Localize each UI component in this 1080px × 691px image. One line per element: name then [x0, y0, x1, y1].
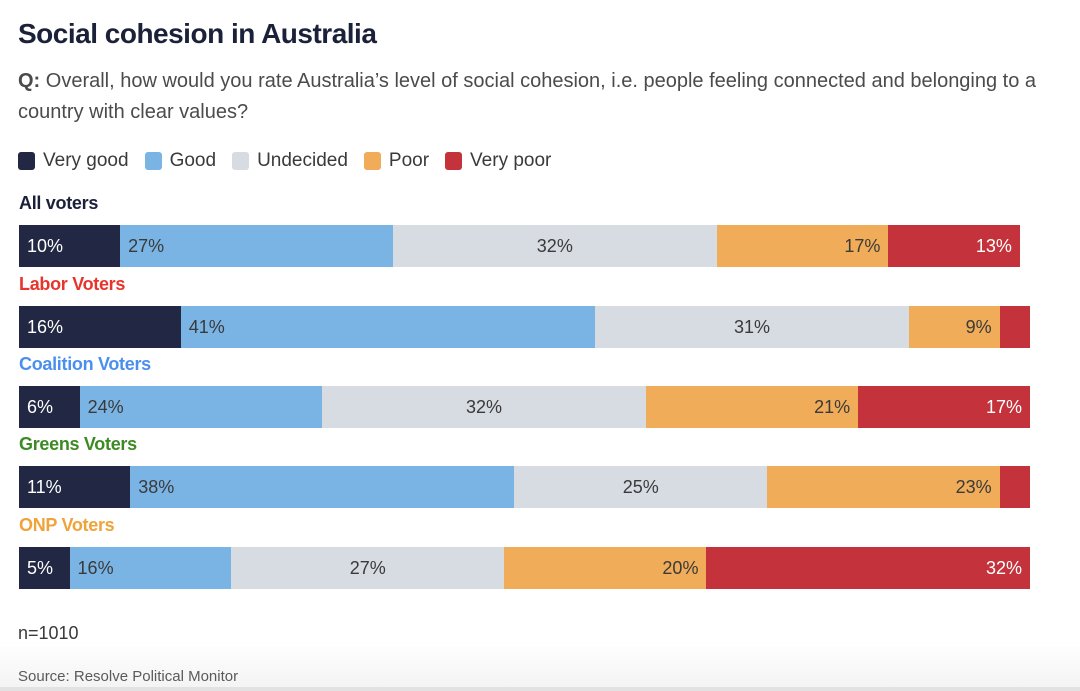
legend-item-undecided: Undecided	[232, 150, 348, 172]
group-label-onp-voters: ONP Voters	[19, 515, 115, 535]
bar-segment-very-good	[19, 547, 70, 589]
legend-swatch-good	[144, 152, 162, 170]
data-label-good: 41%	[188, 317, 225, 337]
sample-size-note: n=1010	[18, 623, 79, 643]
data-label-very-good: 5%	[27, 558, 54, 578]
data-label-good: 24%	[87, 397, 124, 417]
data-label-poor: 20%	[662, 558, 699, 578]
data-label-poor: 17%	[844, 236, 881, 256]
bar-segment-good	[180, 306, 596, 348]
data-label-very-good: 6%	[27, 397, 54, 417]
group-label-all-voters: All voters	[19, 193, 99, 213]
bar-segment-very-poor	[999, 306, 1030, 348]
data-label-poor: 9%	[965, 317, 992, 337]
data-label-poor: 21%	[814, 397, 851, 417]
bar-segment-good	[69, 547, 232, 589]
legend-item-poor: Poor	[363, 150, 430, 172]
data-label-undecided: 31%	[733, 317, 770, 337]
data-label-undecided: 25%	[622, 477, 659, 497]
bar-segment-undecided	[393, 225, 717, 267]
bar-segment-poor	[504, 547, 707, 589]
data-label-very-poor: 32%	[985, 558, 1022, 578]
legend-item-good: Good	[144, 150, 217, 172]
bar-segment-poor	[716, 225, 889, 267]
data-label-very-good: 11%	[27, 477, 62, 497]
chart-title: Social cohesion in Australia	[18, 18, 377, 49]
bar-segment-undecided	[322, 386, 646, 428]
bar-segment-very-poor	[858, 386, 1030, 428]
data-label-very-poor: 17%	[985, 397, 1022, 417]
legend-label-undecided: Undecided	[257, 150, 348, 171]
bar-segment-poor	[645, 386, 859, 428]
data-label-very-good: 10%	[27, 236, 64, 256]
bar-segment-undecided	[231, 547, 505, 589]
bar-segment-very-good	[19, 306, 181, 348]
legend-label-very-poor: Very poor	[470, 150, 552, 171]
legend-swatch-very-good	[18, 152, 35, 170]
legend-label-good: Good	[169, 150, 217, 171]
group-label-labor-voters: Labor Voters	[19, 274, 126, 294]
data-label-undecided: 27%	[349, 558, 386, 578]
legend: Very good Good Undecided Poor Very poor	[18, 150, 567, 172]
data-label-very-good: 16%	[27, 317, 64, 337]
bar-segment-very-poor	[888, 225, 1020, 267]
legend-item-very-poor: Very poor	[445, 150, 551, 172]
question-prefix: Q:	[18, 70, 41, 92]
group-label-greens-voters: Greens Voters	[19, 434, 137, 454]
data-label-undecided: 32%	[536, 236, 573, 256]
data-label-undecided: 32%	[466, 397, 503, 417]
source-note: Source: Resolve Political Monitor	[18, 668, 239, 685]
bar-segment-good	[120, 225, 394, 267]
legend-swatch-undecided	[232, 152, 250, 170]
legend-label-very-good: Very good	[43, 150, 129, 171]
bar-segment-undecided	[514, 466, 768, 508]
data-label-good: 27%	[128, 236, 165, 256]
legend-swatch-poor	[363, 152, 381, 170]
bar-segment-very-good	[19, 225, 121, 267]
data-label-very-poor: 13%	[975, 236, 1012, 256]
legend-swatch-very-poor	[445, 152, 463, 170]
bar-segment-poor	[767, 466, 1000, 508]
legend-label-poor: Poor	[388, 150, 430, 171]
data-label-good: 38%	[138, 477, 175, 497]
question-text: Overall, how would you rate Australia’s …	[18, 70, 1037, 123]
bar-segment-very-poor	[706, 547, 1030, 589]
bar-segment-good	[130, 466, 515, 508]
bar-segment-poor	[908, 306, 1000, 348]
bar-segment-very-good	[19, 466, 131, 508]
legend-item-very-good: Very good	[18, 150, 129, 172]
chart-question: Q: Overall, how would you rate Australia…	[18, 66, 1058, 128]
bottom-divider	[0, 687, 1080, 691]
bar-segment-very-good	[19, 386, 80, 428]
bar-segment-good	[79, 386, 323, 428]
bottom-shade	[0, 640, 1080, 691]
group-label-coalition-voters: Coalition Voters	[19, 354, 151, 374]
data-label-poor: 23%	[955, 477, 992, 497]
data-label-good: 16%	[77, 558, 114, 578]
bar-segment-undecided	[595, 306, 909, 348]
bar-segment-very-poor	[999, 466, 1030, 508]
